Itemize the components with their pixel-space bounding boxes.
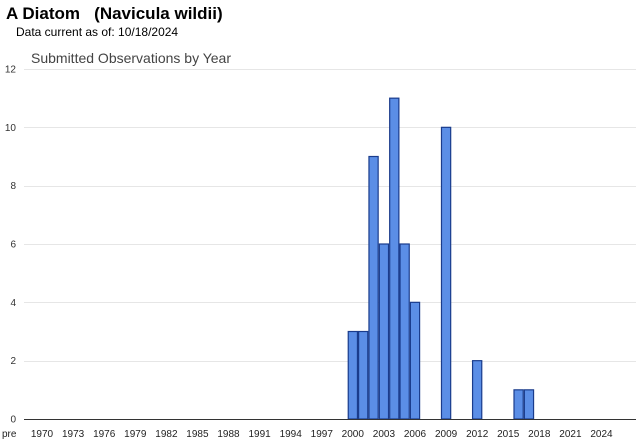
x-tick-label: 1973 [62, 429, 85, 440]
bar-2000 [347, 330, 359, 420]
x-tick-label: 1997 [311, 429, 334, 440]
x-tick-label: 1982 [155, 429, 178, 440]
bar-2002 [368, 155, 379, 420]
x-tick-label: 2006 [404, 429, 427, 440]
x-tick-label: 1991 [248, 429, 271, 440]
x-tick-label: 2009 [435, 429, 458, 440]
x-tick-label: pre [2, 429, 17, 440]
bar-2009 [440, 126, 452, 420]
bar-2003 [378, 243, 390, 420]
y-tick-layer: 0 2 4 6 8 10 12 [5, 65, 17, 426]
x-tick-label: 2015 [497, 429, 520, 440]
y-tick-label: 4 [10, 298, 16, 309]
bar-2005 [399, 243, 410, 420]
x-tick-label: 1988 [217, 429, 240, 440]
x-tick-label: 1970 [31, 429, 54, 440]
x-tick-layer: pre 1970 1973 1976 1979 1982 1985 1988 1991 1994 1… [2, 429, 613, 440]
chart-title: Submitted Observations by Year [31, 50, 231, 66]
bar-2016 [513, 389, 524, 420]
data-current-label: Data current as of: 10/18/2024 [16, 25, 179, 39]
y-tick-label: 2 [10, 356, 16, 367]
page-title: A Diatom (Navicula wildii) [6, 4, 223, 23]
x-tick-label: 2012 [466, 429, 489, 440]
x-tick-label: 1979 [124, 429, 147, 440]
x-tick-label: 2024 [590, 429, 613, 440]
y-tick-label: 12 [5, 65, 17, 76]
y-tick-label: 6 [10, 240, 16, 251]
x-tick-label: 2018 [528, 429, 551, 440]
bar-2017 [523, 389, 535, 420]
y-tick-label: 8 [10, 181, 16, 192]
bar-2001 [358, 330, 369, 420]
x-tick-label: 2021 [559, 429, 582, 440]
bar-2004 [389, 97, 400, 420]
bar-2012 [471, 360, 483, 420]
y-tick-label: 0 [10, 415, 16, 426]
x-tick-label: 1976 [93, 429, 116, 440]
x-tick-label: 1994 [280, 429, 303, 440]
x-tick-label: 2003 [373, 429, 396, 440]
x-tick-label: 2000 [342, 429, 365, 440]
y-tick-label: 10 [5, 123, 17, 134]
bar-layer [347, 97, 535, 420]
x-tick-label: 1985 [186, 429, 209, 440]
grid-layer [24, 69, 636, 362]
bar-2006 [409, 301, 421, 420]
